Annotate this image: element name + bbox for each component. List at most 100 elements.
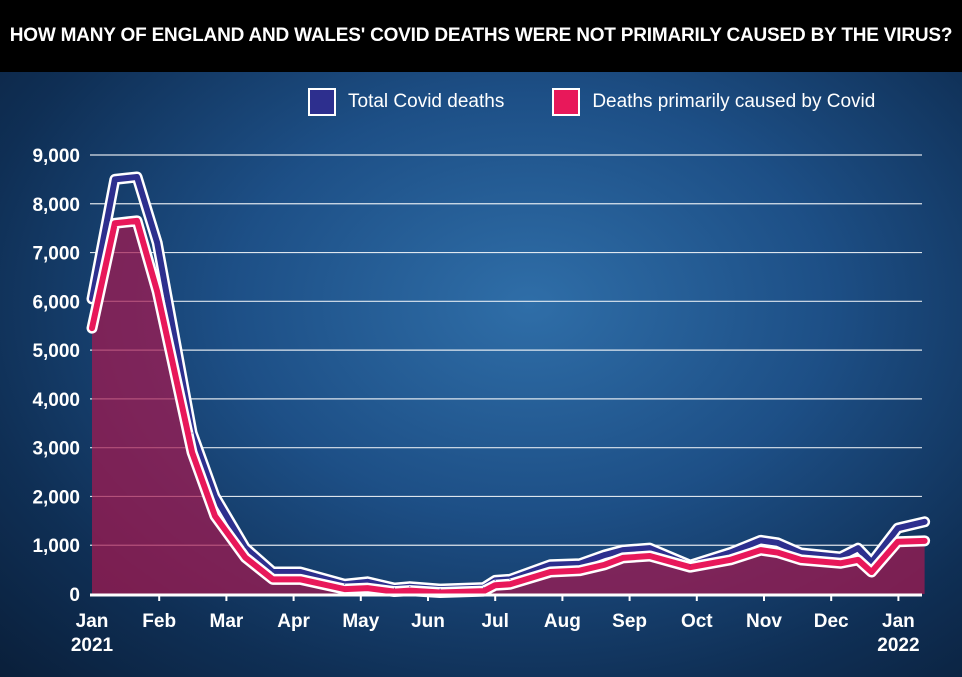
data-point-total bbox=[393, 587, 395, 589]
y-tick-label: 9,000 bbox=[32, 146, 80, 167]
data-point-primary bbox=[299, 578, 301, 580]
x-tick-year: 2021 bbox=[71, 635, 114, 656]
data-point-primary bbox=[924, 540, 926, 542]
data-point-primary bbox=[579, 570, 581, 572]
y-tick-label: 0 bbox=[69, 585, 80, 606]
data-point-total bbox=[776, 542, 778, 544]
x-tick-label: Dec bbox=[814, 611, 849, 632]
data-point-primary bbox=[509, 583, 511, 585]
data-point-total bbox=[689, 564, 691, 566]
chart-title: HOW MANY OF ENGLAND AND WALES' COVID DEA… bbox=[0, 0, 962, 72]
data-point-primary bbox=[393, 591, 395, 593]
data-point-total bbox=[897, 527, 899, 529]
data-point-total bbox=[91, 298, 93, 300]
data-point-primary bbox=[897, 541, 899, 543]
legend-swatch-total bbox=[308, 88, 336, 116]
data-point-total bbox=[494, 579, 496, 581]
data-point-primary bbox=[156, 291, 158, 293]
data-point-total bbox=[549, 564, 551, 566]
x-tick-label: Sep bbox=[612, 611, 647, 632]
data-point-total bbox=[483, 587, 485, 589]
y-tick-label: 5,000 bbox=[32, 341, 80, 362]
data-point-total bbox=[114, 178, 116, 180]
data-point-primary bbox=[409, 590, 411, 592]
y-tick-label: 1,000 bbox=[32, 536, 80, 557]
x-tick-year: 2022 bbox=[877, 635, 919, 656]
data-point-total bbox=[649, 547, 651, 549]
data-point-primary bbox=[800, 559, 802, 561]
legend-item-total: Total Covid deaths bbox=[308, 88, 504, 116]
x-tick-label: Aug bbox=[544, 611, 581, 632]
x-tick-label: Feb bbox=[142, 611, 176, 632]
data-point-primary bbox=[244, 556, 246, 558]
line-primary bbox=[89, 217, 928, 596]
data-point-total bbox=[604, 554, 606, 556]
data-point-primary bbox=[776, 552, 778, 554]
x-tick-label: Oct bbox=[681, 611, 713, 632]
x-tick-label: Mar bbox=[210, 611, 244, 632]
data-point-primary bbox=[604, 564, 606, 566]
data-point-primary bbox=[136, 220, 138, 222]
data-point-primary bbox=[871, 571, 873, 573]
data-point-total bbox=[509, 578, 511, 580]
data-point-total bbox=[272, 571, 274, 573]
data-point-total bbox=[439, 588, 441, 590]
area-primary bbox=[92, 220, 925, 594]
data-point-primary bbox=[622, 557, 624, 559]
x-tick-label: Jan bbox=[882, 611, 915, 632]
data-point-total bbox=[214, 495, 216, 497]
data-point-total bbox=[579, 563, 581, 565]
y-tick-label: 6,000 bbox=[32, 292, 80, 313]
x-tick-label: Jan bbox=[76, 611, 109, 632]
data-point-primary bbox=[840, 562, 842, 564]
data-point-primary bbox=[272, 578, 274, 580]
x-tick-label: Nov bbox=[746, 611, 782, 632]
data-point-primary bbox=[494, 584, 496, 586]
y-tick-label: 4,000 bbox=[32, 390, 80, 411]
data-point-primary bbox=[344, 588, 346, 590]
data-point-primary bbox=[91, 327, 93, 329]
data-point-total bbox=[800, 552, 802, 554]
y-tick-label: 7,000 bbox=[32, 244, 80, 265]
data-point-primary bbox=[483, 590, 485, 592]
x-tick-label: Apr bbox=[277, 611, 310, 632]
data-point-primary bbox=[367, 587, 369, 589]
data-point-total bbox=[299, 571, 301, 573]
data-point-total bbox=[156, 242, 158, 244]
y-tick-label: 8,000 bbox=[32, 195, 80, 216]
data-point-total bbox=[344, 583, 346, 585]
data-point-total bbox=[840, 556, 842, 558]
data-point-primary bbox=[549, 571, 551, 573]
data-point-primary bbox=[857, 559, 859, 561]
x-tick-label: May bbox=[342, 611, 379, 632]
data-point-primary bbox=[689, 566, 691, 568]
legend: Total Covid deaths Deaths primarily caus… bbox=[308, 88, 923, 116]
legend-label-total: Total Covid deaths bbox=[348, 91, 505, 112]
x-tick-label: Jul bbox=[481, 611, 508, 632]
y-tick-label: 3,000 bbox=[32, 439, 80, 460]
y-tick-label: 2,000 bbox=[32, 487, 80, 508]
data-point-total bbox=[191, 432, 193, 434]
data-point-primary bbox=[214, 515, 216, 517]
data-point-primary bbox=[649, 555, 651, 557]
x-tick-label: Jun bbox=[411, 611, 445, 632]
data-point-primary bbox=[439, 592, 441, 594]
data-point-primary bbox=[114, 222, 116, 224]
data-point-total bbox=[729, 552, 731, 554]
legend-item-primary: Deaths primarily caused by Covid bbox=[552, 88, 875, 116]
data-point-total bbox=[871, 561, 873, 563]
data-point-primary bbox=[191, 452, 193, 454]
legend-swatch-primary bbox=[552, 88, 581, 116]
data-point-primary bbox=[760, 549, 762, 551]
data-point-total bbox=[857, 547, 859, 549]
data-point-total bbox=[760, 539, 762, 541]
data-point-total bbox=[924, 521, 926, 523]
data-point-total bbox=[136, 176, 138, 178]
legend-label-primary: Deaths primarily caused by Covid bbox=[592, 91, 876, 112]
data-point-total bbox=[367, 581, 369, 583]
data-point-total bbox=[244, 547, 246, 549]
data-point-total bbox=[409, 586, 411, 588]
data-point-primary bbox=[729, 559, 731, 561]
data-point-total bbox=[622, 549, 624, 551]
